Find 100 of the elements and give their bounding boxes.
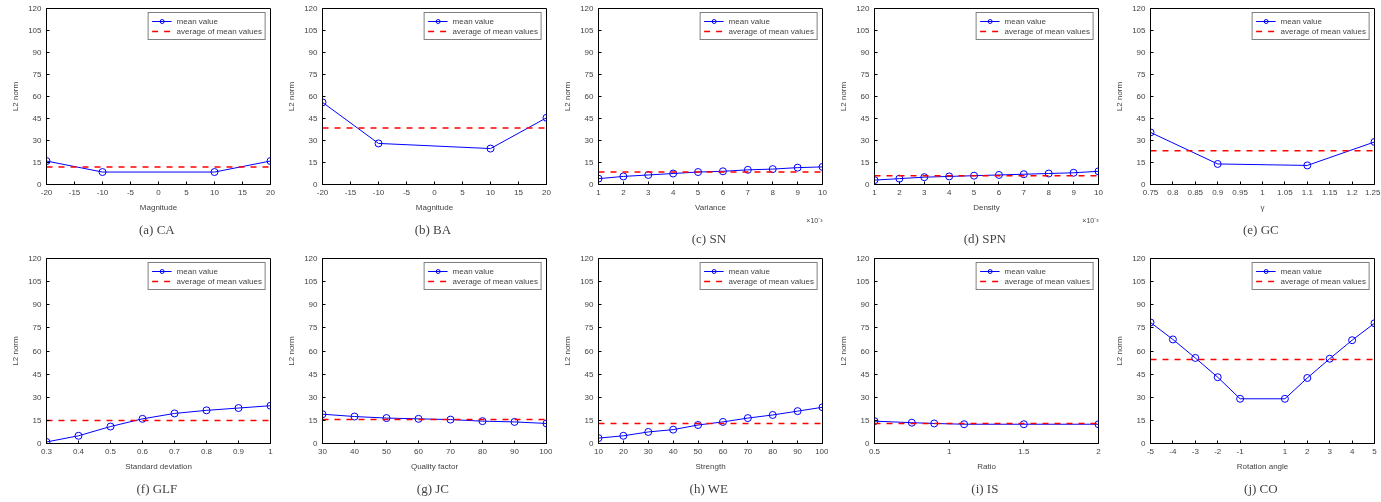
- y-tick-label: 75: [860, 323, 871, 333]
- y-tick-label: 120: [304, 254, 319, 263]
- x-tick-label: 0.9: [232, 446, 245, 456]
- x-tick-label: 4: [670, 187, 676, 197]
- y-tick-label: 60: [584, 92, 595, 101]
- y-axis-title: L2 norm: [11, 81, 21, 112]
- x-axis-title: Quality factor: [410, 461, 459, 471]
- y-axis-title: L2 norm: [287, 335, 297, 366]
- y-tick-label: 15: [860, 158, 871, 167]
- y-tick-label: 30: [860, 136, 871, 145]
- y-tick-label: 30: [1136, 392, 1147, 402]
- text: (g) JC: [416, 480, 449, 496]
- y-tick-label: 30: [860, 392, 871, 402]
- x-tick-label: 1: [872, 187, 878, 197]
- x-tick-label: 0.7: [168, 446, 181, 456]
- legend-label: mean value: [1004, 266, 1046, 276]
- x-axis-title: Strength: [695, 461, 726, 471]
- x-axis-title: Magnitude: [415, 202, 454, 212]
- y-tick-label: 105: [856, 26, 871, 35]
- y-tick-label: 15: [308, 158, 319, 167]
- x-tick-label: -20: [40, 187, 53, 197]
- x-tick-label: 10: [594, 446, 604, 456]
- y-tick-label: 105: [1132, 277, 1147, 287]
- y-tick-label: 45: [308, 114, 319, 123]
- x-tick-label: 1.15: [1321, 187, 1339, 197]
- x-tick-label: 50: [382, 446, 392, 456]
- x-axis-title: Ratio: [977, 461, 997, 471]
- x-tick-label: 1.25: [1364, 187, 1381, 197]
- y-tick-label: 90: [860, 300, 871, 310]
- y-tick-label: 0: [589, 439, 595, 448]
- legend-label: mean value: [452, 266, 494, 276]
- y-tick-label: 120: [1132, 4, 1147, 13]
- y-tick-label: 15: [32, 158, 43, 167]
- y-tick-label: 120: [580, 254, 595, 263]
- y-axis-title: L2 norm: [839, 81, 849, 112]
- y-axis-title: L2 norm: [287, 81, 297, 112]
- y-tick-label: 60: [584, 346, 595, 356]
- x-tick-label: 7: [1021, 187, 1027, 197]
- x-tick-label: 0.8: [1167, 187, 1180, 197]
- x-tick-label: -5: [1146, 446, 1155, 456]
- x-tick-label: 5: [1372, 446, 1378, 456]
- x-tick-label: 0.6: [136, 446, 149, 456]
- y-tick-label: 60: [860, 346, 871, 356]
- y-tick-label: 120: [28, 4, 43, 13]
- x-tick-label: 20: [542, 187, 552, 197]
- x-tick-label: 20: [266, 187, 276, 197]
- y-tick-label: 45: [860, 114, 871, 123]
- x-tick-label: 15: [238, 187, 248, 197]
- x-tick-label: 1.2: [1346, 187, 1359, 197]
- x-tick-label: 40: [668, 446, 679, 456]
- legend-label: average of mean values: [452, 276, 538, 286]
- y-tick-label: 120: [856, 4, 871, 13]
- text: (h) WE: [689, 480, 729, 496]
- text: (i) IS: [971, 480, 999, 496]
- y-tick-label: 45: [584, 114, 595, 123]
- y-tick-label: 15: [860, 415, 871, 425]
- y-tick-label: 120: [580, 4, 595, 13]
- x-tick-label: 0.5: [104, 446, 117, 456]
- x-tick-label: 80: [768, 446, 778, 456]
- legend-label: mean value: [1004, 16, 1046, 26]
- y-tick-label: 30: [584, 136, 595, 145]
- x-tick-label: 4: [946, 187, 952, 197]
- y-tick-label: 30: [32, 136, 43, 145]
- text: (a) CA: [139, 221, 176, 237]
- x-tick-label: 1: [1260, 187, 1266, 197]
- y-tick-label: 15: [584, 158, 595, 167]
- y-tick-label: 105: [28, 277, 43, 287]
- x-tick-label: 10: [1094, 187, 1104, 197]
- y-tick-label: 120: [28, 254, 43, 263]
- legend-label: mean value: [728, 16, 770, 26]
- x-tick-label: -15: [344, 187, 357, 197]
- x-tick-label: 3: [646, 187, 652, 197]
- x-tick-label: 0.85: [1187, 187, 1204, 197]
- x-tick-label: 2: [1096, 446, 1102, 456]
- y-tick-label: 60: [32, 346, 43, 356]
- x-tick-label: 30: [643, 446, 654, 456]
- y-tick-label: 45: [32, 114, 43, 123]
- y-tick-label: 90: [860, 48, 871, 57]
- y-tick-label: 45: [860, 369, 871, 379]
- text: (c) SN: [691, 230, 727, 246]
- x-tick-label: 0: [156, 187, 162, 197]
- x-tick-label: 10: [486, 187, 496, 197]
- x-tick-label: -5: [402, 187, 411, 197]
- y-tick-label: 120: [856, 254, 871, 263]
- y-tick-label: 75: [584, 70, 595, 79]
- legend-label: average of mean values: [1280, 26, 1366, 36]
- y-tick-label: 90: [584, 300, 595, 310]
- x-axis-title: γ: [1260, 202, 1265, 212]
- x-tick-label: 0.5: [868, 446, 881, 456]
- x-tick-label: 9: [795, 187, 801, 197]
- y-tick-label: 0: [37, 439, 43, 448]
- y-tick-label: 45: [1136, 114, 1147, 123]
- x-tick-label: 20: [618, 446, 629, 456]
- x-axis-title: Density: [973, 202, 1000, 212]
- x-tick-label: 0.9: [1212, 187, 1224, 197]
- y-tick-label: 15: [308, 415, 319, 425]
- legend-label: average of mean values: [1280, 276, 1366, 286]
- x-tick-label: 5: [695, 187, 701, 197]
- legend-label: mean value: [176, 16, 218, 26]
- x-tick-label: 0.75: [1142, 187, 1159, 197]
